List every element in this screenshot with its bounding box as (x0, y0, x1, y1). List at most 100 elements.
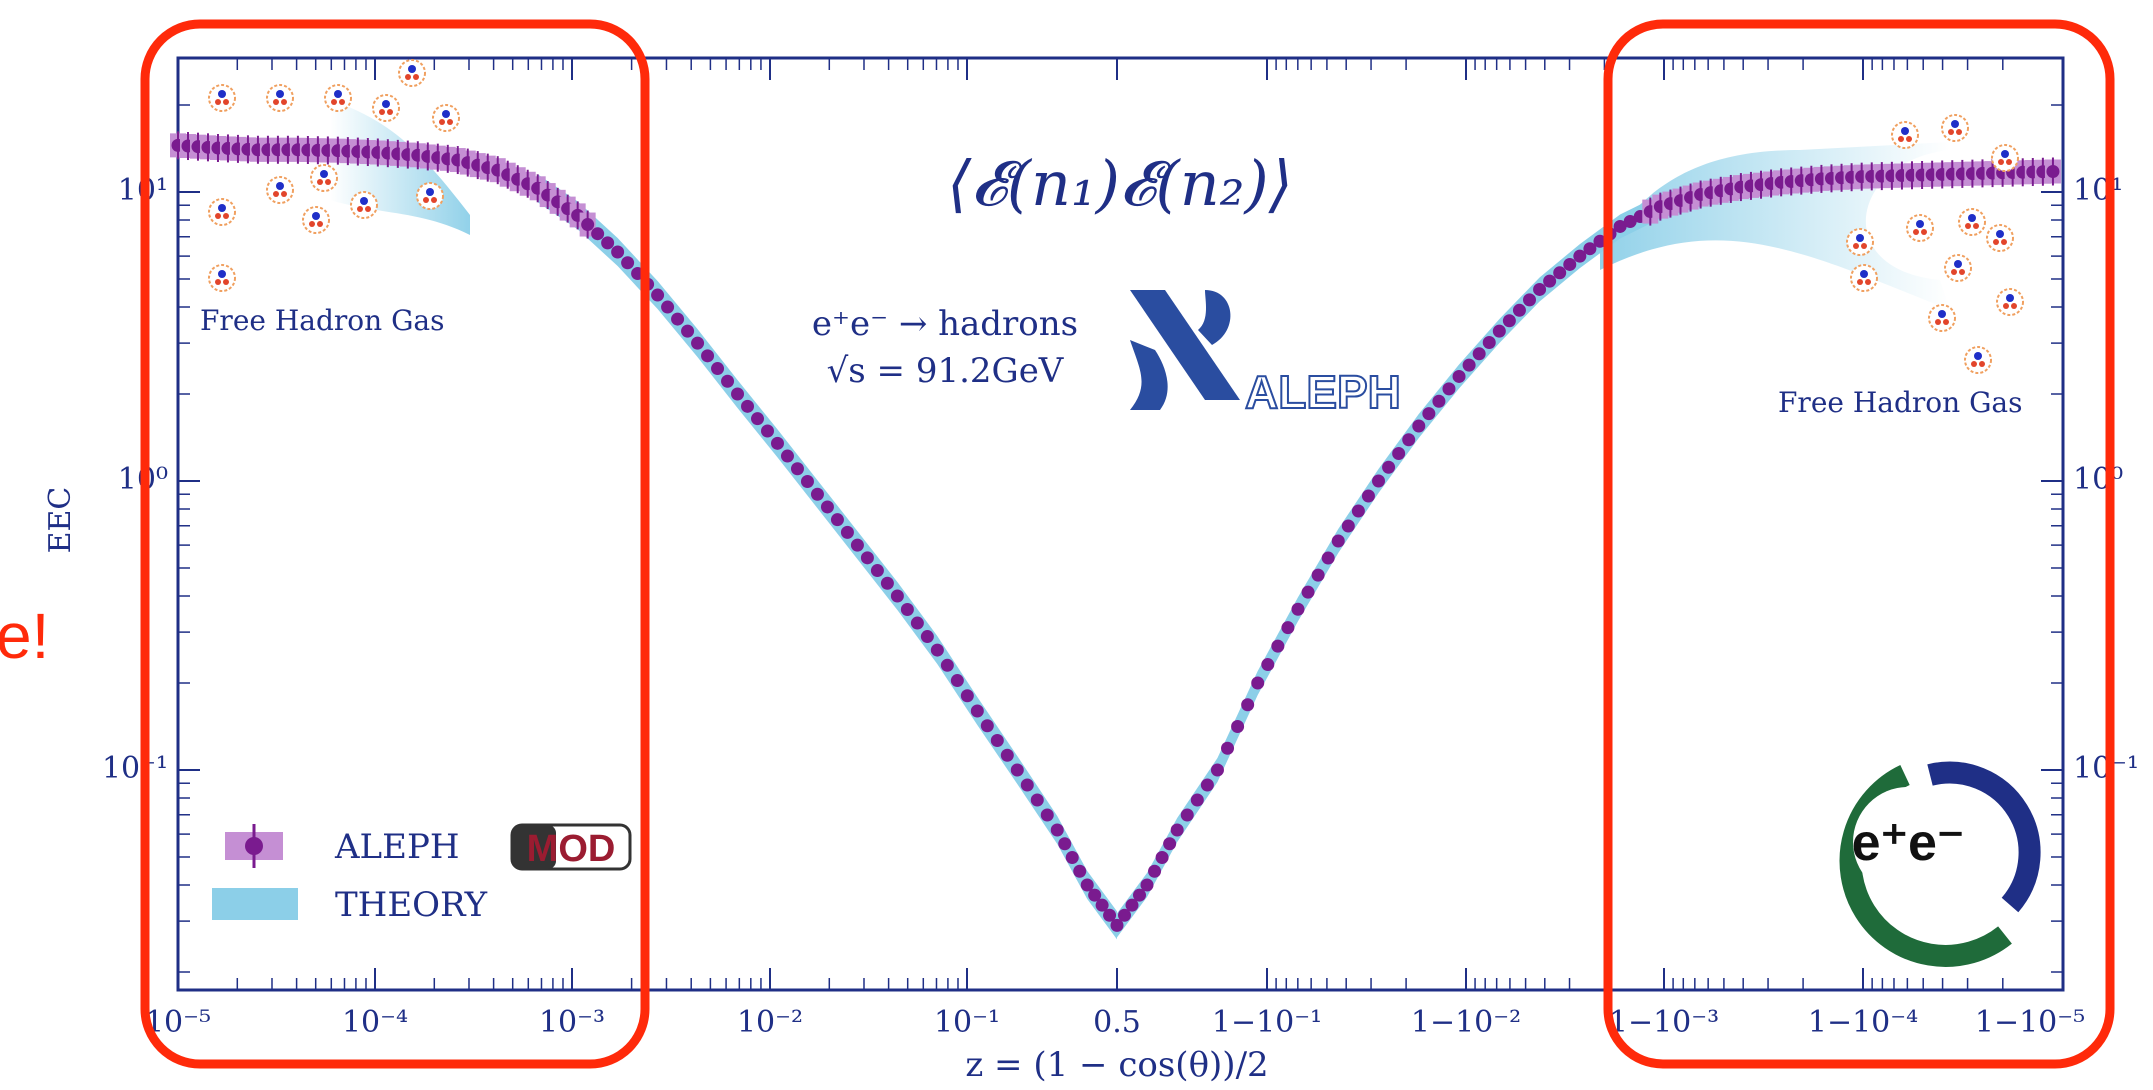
aleph-marker (940, 658, 954, 672)
aleph-marker (1180, 808, 1194, 822)
aleph-marker (880, 576, 894, 590)
aleph-data-point (1543, 274, 1557, 288)
x-tick-label: 10⁻⁴ (342, 1005, 408, 1040)
aleph-data-point (1261, 658, 1275, 672)
aleph-data-point (611, 245, 625, 259)
aleph-data-point (1553, 266, 1567, 280)
theory-band-right (1117, 182, 1701, 938)
hadron-icon (1928, 304, 1956, 332)
hadron-icon (1944, 254, 1972, 282)
aleph-marker (1155, 851, 1169, 865)
aleph-data-point (840, 525, 854, 539)
aleph-marker (1583, 242, 1597, 256)
hadron-icon (208, 264, 236, 292)
aleph-marker (611, 245, 625, 259)
aleph-data-point (970, 704, 984, 718)
aleph-data-point (870, 564, 884, 578)
aleph-data-point (1030, 793, 1044, 807)
aleph-data-point (1080, 878, 1094, 892)
aleph-data-point (711, 362, 725, 376)
legend-marker-theory (212, 888, 298, 920)
aleph-marker (780, 449, 794, 463)
aleph-data-point (1341, 519, 1355, 533)
aleph-data-point (1452, 369, 1466, 383)
aleph-data-point (1140, 878, 1154, 892)
aleph-marker (1261, 658, 1275, 672)
aleph-marker (1341, 519, 1355, 533)
aleph-marker (920, 630, 934, 644)
axis-ticks (177, 58, 2064, 990)
aleph-marker (731, 387, 745, 401)
aleph-data-point (960, 689, 974, 703)
aleph-marker (870, 564, 884, 578)
aleph-data-point (860, 551, 874, 565)
aleph-marker (1301, 585, 1315, 599)
aleph-marker (741, 399, 755, 413)
aleph-marker (1271, 639, 1285, 653)
aleph-marker (820, 500, 834, 514)
aleph-data-point (671, 312, 685, 326)
aleph-marker (1543, 274, 1557, 288)
aleph-marker (1331, 534, 1345, 548)
aleph-data-point (1482, 335, 1496, 349)
legend-item-theory: THEORY (212, 885, 488, 925)
hadron-icon (1996, 288, 2024, 316)
hadron-icon (302, 206, 330, 234)
aleph-data-point (760, 424, 774, 438)
aleph-data-point (1125, 898, 1139, 912)
hadron-icon (372, 94, 400, 122)
aleph-marker (810, 487, 824, 501)
aleph-marker (1442, 382, 1456, 396)
aleph-data-point (1155, 851, 1169, 865)
aleph-data-point (1170, 823, 1184, 837)
aleph-marker (1095, 898, 1109, 912)
aleph-marker (681, 324, 695, 338)
aleph-data-point (751, 412, 765, 426)
aleph-marker (1080, 878, 1094, 892)
aleph-marker (1553, 266, 1567, 280)
aleph-marker (1623, 214, 1637, 228)
aleph-marker (671, 312, 685, 326)
aleph-marker (790, 462, 804, 476)
aleph-marker (721, 374, 735, 388)
aleph-data-point (1301, 585, 1315, 599)
ee-logo: e⁺e⁻ (1839, 761, 2041, 967)
aleph-marker (980, 719, 994, 733)
aleph-marker (1221, 741, 1235, 755)
aleph-marker (1200, 778, 1214, 792)
x-tick-label: 1−10⁻³ (1609, 1005, 1719, 1040)
aleph-marker (1321, 551, 1335, 565)
legend-item-aleph: ALEPH (225, 824, 459, 868)
x-tick-labels: 10⁻⁵ 10⁻⁴ 10⁻³ 10⁻² 10⁻¹ 0.5 1−10⁻¹ 1−10… (145, 1005, 2085, 1040)
aleph-marker (950, 674, 964, 688)
aleph-data-point (890, 589, 904, 603)
aleph-glyph-leg (1130, 340, 1168, 410)
aleph-data-point (1281, 621, 1295, 635)
aleph-data-point (780, 449, 794, 463)
hadron-icon (208, 84, 236, 112)
legend-label-aleph: ALEPH (334, 827, 459, 867)
aleph-marker (1502, 314, 1516, 328)
aleph-marker (1132, 888, 1146, 902)
hadron-icon (310, 164, 338, 192)
aleph-data-point (850, 538, 864, 552)
aleph-data-point (1361, 489, 1375, 503)
y-tick-labels-left: 10¹ 10⁰ 10⁻¹ (102, 173, 168, 786)
aleph-marker (1472, 347, 1486, 361)
aleph-data-point (1533, 282, 1547, 296)
mod-badge: MOD (510, 823, 632, 871)
aleph-data-point (621, 256, 635, 270)
aleph-data-point (1372, 474, 1386, 488)
process-label: e⁺e⁻ → hadrons (812, 304, 1078, 344)
aleph-data-point (601, 236, 615, 250)
aleph-data-point (1180, 808, 1194, 822)
left-highlight-box (140, 19, 650, 1069)
aleph-marker (1241, 698, 1255, 712)
x-tick-label: 1−10⁻⁴ (1808, 1005, 1918, 1040)
aleph-marker (1462, 358, 1476, 372)
aleph-data-point (1088, 888, 1102, 902)
aleph-marker (1533, 282, 1547, 296)
hadron-icon (1991, 144, 2019, 172)
aleph-data-point (1132, 888, 1146, 902)
